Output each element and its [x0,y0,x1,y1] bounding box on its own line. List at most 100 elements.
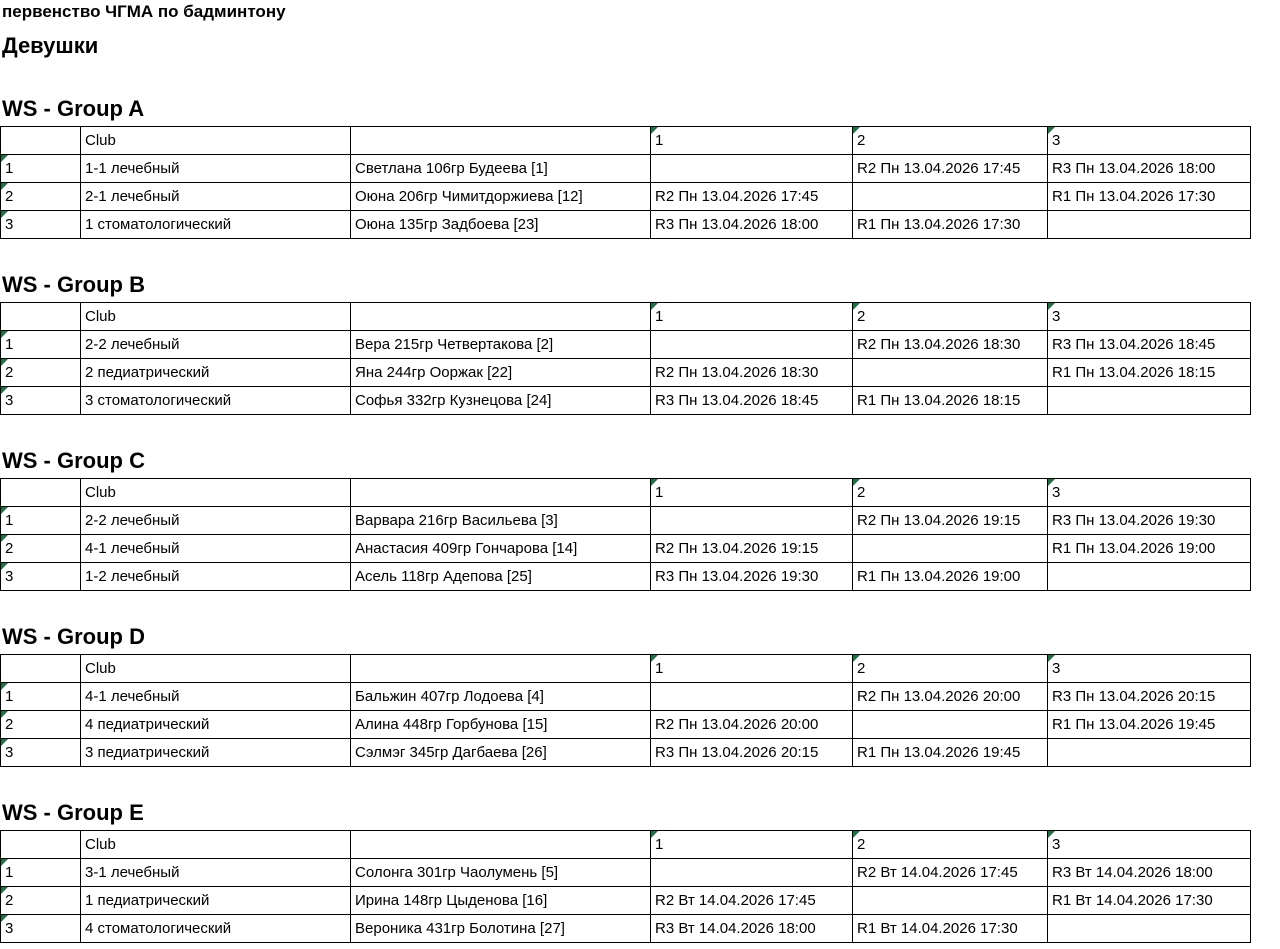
player-label: Ирина 148гр Цыденова [16] [355,892,548,909]
group-heading: WS - Group D [2,624,145,649]
header-cell-round3: 3 [1047,478,1251,507]
table-header-row: Club 1 2 3 [0,478,1251,507]
player-label: Солонга 301гр Чаолумень [5] [355,864,559,881]
row-number-cell: 3 [0,210,81,239]
player-label: Анастасия 409гр Гончарова [14] [355,540,578,557]
row-number-cell: 1 [0,858,81,887]
club-cell: 2-2 лечебный [80,506,351,535]
match-cell-round3 [1047,562,1251,591]
header-round2-label: 2 [857,308,866,325]
header-cell-number [0,830,81,859]
player-cell: Вероника 431гр Болотина [27] [350,914,651,943]
group-table-body: 1 1-1 лечебный Светлана 106гр Будеева [1… [0,154,1251,239]
club-label: 1-2 лечебный [85,568,180,585]
match-round3-label: R3 Пн 13.04.2026 20:15 [1052,688,1216,705]
match-round3-label: R3 Вт 14.04.2026 18:00 [1052,864,1213,881]
match-cell-round1 [650,682,853,711]
club-label: 2-2 лечебный [85,336,180,353]
match-round1-label: R2 Пн 13.04.2026 17:45 [655,188,819,205]
club-label: 3 стоматологический [85,392,232,409]
club-cell: 3-1 лечебный [80,858,351,887]
player-label: Варвара 216гр Васильева [3] [355,512,558,529]
player-row: 2 2-1 лечебный Оюна 206гр Чимитдоржиева … [0,182,1251,211]
match-round2-label: R1 Пн 13.04.2026 17:30 [857,216,1021,233]
club-label: 4 педиатрический [85,716,210,733]
match-cell-round3: R3 Пн 13.04.2026 18:00 [1047,154,1251,183]
player-cell: Светлана 106гр Будеева [1] [350,154,651,183]
group-section: WS - Group C Club 1 2 3 1 2-2 лечебный В… [0,449,1280,591]
match-round2-label: R1 Пн 13.04.2026 18:15 [857,392,1021,409]
player-cell: Яна 244гр Ооржак [22] [350,358,651,387]
header-cell-round3: 3 [1047,126,1251,155]
header-club-label: Club [85,836,116,853]
club-cell: 3 стоматологический [80,386,351,415]
match-cell-round1 [650,506,853,535]
match-cell-round2 [852,358,1048,387]
match-cell-round1: R3 Пн 13.04.2026 18:45 [650,386,853,415]
match-round3-label: R1 Пн 13.04.2026 18:15 [1052,364,1216,381]
match-cell-round2: R2 Пн 13.04.2026 18:30 [852,330,1048,359]
match-round2-label: R2 Вт 14.04.2026 17:45 [857,864,1018,881]
player-row: 2 4-1 лечебный Анастасия 409гр Гончарова… [0,534,1251,563]
match-cell-round3: R1 Вт 14.04.2026 17:30 [1047,886,1251,915]
player-row: 3 1 стоматологический Оюна 135гр Задбоев… [0,210,1251,239]
match-round1-label: R2 Пн 13.04.2026 18:30 [655,364,819,381]
match-cell-round1: R2 Пн 13.04.2026 20:00 [650,710,853,739]
club-label: 3-1 лечебный [85,864,180,881]
match-cell-round1: R3 Пн 13.04.2026 19:30 [650,562,853,591]
group-table-body: 1 3-1 лечебный Солонга 301гр Чаолумень [… [0,858,1251,943]
match-round2-label: R1 Вт 14.04.2026 17:30 [857,920,1018,937]
table-header-row: Club 1 2 3 [0,654,1251,683]
header-cell-round2: 2 [852,830,1048,859]
match-cell-round2: R2 Пн 13.04.2026 19:15 [852,506,1048,535]
group-table: Club 1 2 3 1 2-2 лечебный Вера 215гр Чет… [0,302,1251,415]
match-round3-label: R3 Пн 13.04.2026 18:45 [1052,336,1216,353]
match-cell-round3: R1 Пн 13.04.2026 17:30 [1047,182,1251,211]
player-row: 3 4 стоматологический Вероника 431гр Бол… [0,914,1251,943]
club-label: 3 педиатрический [85,744,210,761]
match-round1-label: R3 Пн 13.04.2026 19:30 [655,568,819,585]
player-row: 1 3-1 лечебный Солонга 301гр Чаолумень [… [0,858,1251,887]
group-table: Club 1 2 3 1 3-1 лечебный Солонга 301гр … [0,830,1251,943]
match-cell-round3 [1047,914,1251,943]
header-cell-club: Club [80,302,351,331]
player-label: Бальжин 407гр Лодоева [4] [355,688,544,705]
row-number-label: 3 [5,568,14,585]
player-row: 2 4 педиатрический Алина 448гр Горбунова… [0,710,1251,739]
row-number-cell: 3 [0,386,81,415]
club-label: 2-2 лечебный [85,512,180,529]
match-round2-label: R2 Пн 13.04.2026 17:45 [857,160,1021,177]
match-cell-round1 [650,858,853,887]
header-round1-label: 1 [655,660,664,677]
header-cell-club: Club [80,126,351,155]
match-round2-label: R1 Пн 13.04.2026 19:00 [857,568,1021,585]
row-number-label: 2 [5,892,14,909]
player-cell: Алина 448гр Горбунова [15] [350,710,651,739]
header-round1-label: 1 [655,484,664,501]
match-cell-round3: R1 Пн 13.04.2026 19:45 [1047,710,1251,739]
table-header-row: Club 1 2 3 [0,126,1251,155]
header-cell-round1: 1 [650,302,853,331]
header-round2-label: 2 [857,660,866,677]
match-cell-round1: R2 Пн 13.04.2026 19:15 [650,534,853,563]
header-round1-label: 1 [655,132,664,149]
row-number-label: 3 [5,920,14,937]
header-cell-player [350,302,651,331]
row-number-label: 1 [5,336,14,353]
player-label: Оюна 135гр Задбоева [23] [355,216,539,233]
club-cell: 4 стоматологический [80,914,351,943]
player-label: Асель 118гр Адепова [25] [355,568,532,585]
row-number-cell: 3 [0,914,81,943]
row-number-label: 2 [5,716,14,733]
player-label: Яна 244гр Ооржак [22] [355,364,513,381]
header-cell-number [0,654,81,683]
row-number-label: 3 [5,744,14,761]
header-round2-label: 2 [857,132,866,149]
club-label: 1 стоматологический [85,216,232,233]
player-cell: Софья 332гр Кузнецова [24] [350,386,651,415]
player-cell: Асель 118гр Адепова [25] [350,562,651,591]
match-cell-round2 [852,886,1048,915]
header-cell-round2: 2 [852,654,1048,683]
row-number-cell: 3 [0,738,81,767]
match-round1-label: R2 Пн 13.04.2026 19:15 [655,540,819,557]
